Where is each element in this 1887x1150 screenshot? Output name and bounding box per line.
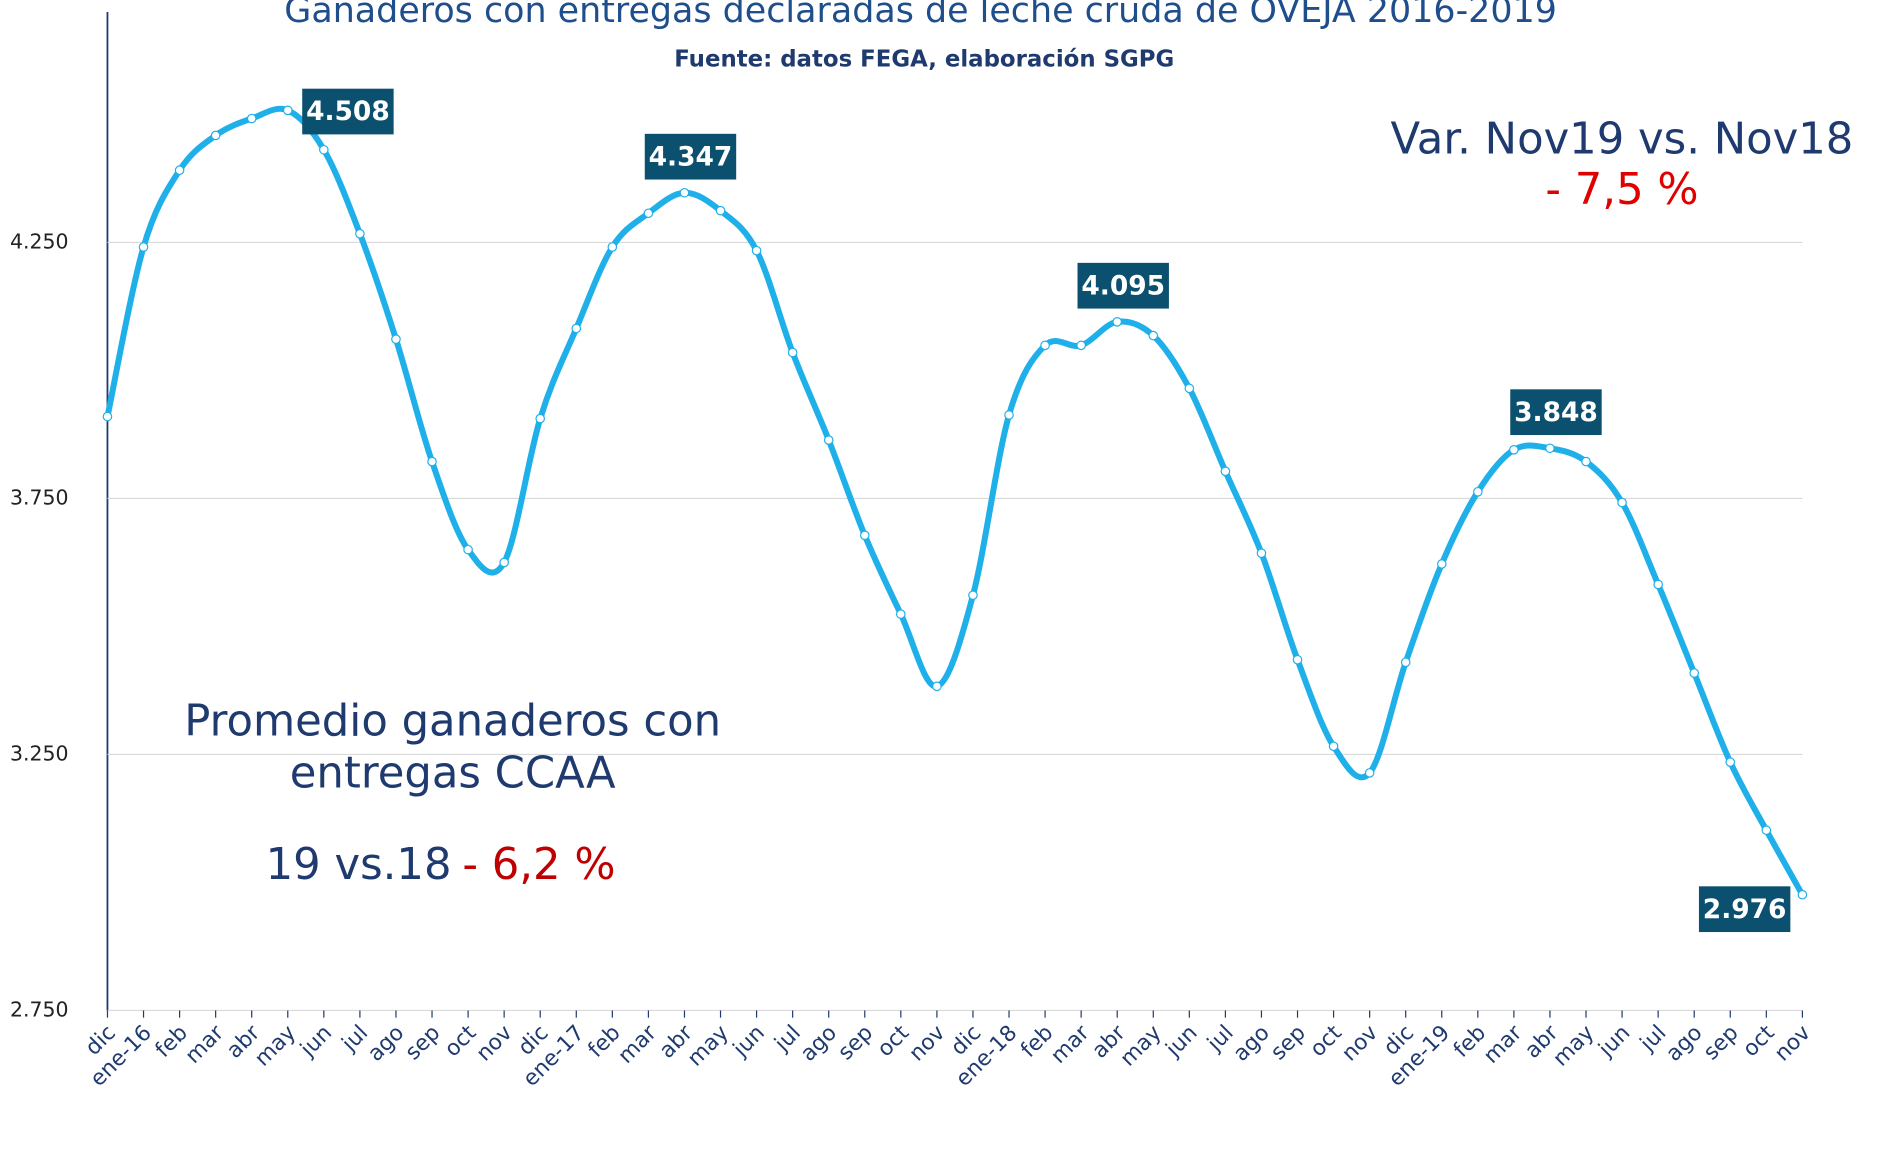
annotation: entregas CCAA xyxy=(290,748,616,798)
data-point xyxy=(1256,548,1267,559)
value-label-box xyxy=(1510,389,1602,436)
data-point xyxy=(1004,410,1014,420)
data-point xyxy=(932,681,942,692)
data-point xyxy=(463,544,473,555)
x-tick-label: nov xyxy=(904,1020,950,1066)
data-point xyxy=(535,413,546,424)
data-point xyxy=(968,590,978,601)
data-point xyxy=(282,105,293,116)
x-tick-label: jun xyxy=(1593,1021,1635,1063)
data-point xyxy=(1797,889,1808,900)
x-tick-label: oct xyxy=(1305,1021,1346,1062)
data-point xyxy=(499,557,509,568)
data-point xyxy=(1400,657,1411,668)
data-point xyxy=(571,323,582,334)
data-line xyxy=(104,105,1806,897)
chart-subtitle: Fuente: datos FEGA, elaboración SGPG xyxy=(674,47,1174,73)
chart-title: Ganaderos con entregas declaradas de lec… xyxy=(284,0,1557,31)
data-point xyxy=(1292,654,1303,665)
annotation: Promedio ganaderos con xyxy=(184,697,721,747)
data-point xyxy=(174,165,185,176)
data-point xyxy=(319,144,329,155)
value-label: 4.347 xyxy=(649,141,733,172)
x-tick-label: may xyxy=(1548,1020,1599,1071)
x-tick-label: jun xyxy=(295,1021,337,1063)
data-point xyxy=(427,456,437,467)
data-point xyxy=(391,334,401,345)
x-tick-label: may xyxy=(683,1020,734,1071)
data-point xyxy=(1112,316,1123,327)
y-tick-label: 4.250 xyxy=(10,229,69,253)
x-tick-label: oct xyxy=(873,1021,914,1062)
data-point xyxy=(823,435,834,445)
x-tick-label: ago xyxy=(796,1021,842,1067)
data-point xyxy=(859,530,870,541)
x-tick-label: nov xyxy=(1770,1020,1816,1066)
data-point xyxy=(607,242,618,252)
data-point xyxy=(1509,444,1519,455)
x-tick-label: sep xyxy=(1266,1021,1311,1066)
data-point xyxy=(102,411,113,422)
annotation: Var. Nov19 vs. Nov18 xyxy=(1391,114,1854,164)
value-label: 4.095 xyxy=(1081,270,1165,301)
data-point xyxy=(751,245,762,256)
x-tick-label: sep xyxy=(401,1021,446,1066)
data-point xyxy=(1617,497,1627,508)
value-label: 2.976 xyxy=(1703,894,1787,925)
data-point xyxy=(246,113,257,124)
data-point xyxy=(715,205,726,216)
data-point xyxy=(1076,340,1086,351)
data-point xyxy=(1328,741,1339,752)
data-point xyxy=(1725,757,1736,767)
value-label-box xyxy=(1698,886,1791,933)
value-label-box xyxy=(1077,262,1169,309)
data-point xyxy=(787,347,798,358)
data-point xyxy=(896,609,906,619)
x-tick-label: may xyxy=(1116,1020,1167,1071)
data-point xyxy=(1689,668,1700,678)
x-tick-label: ago xyxy=(1229,1021,1275,1067)
y-tick-label: 3.750 xyxy=(10,485,69,509)
data-point xyxy=(643,208,654,219)
data-point xyxy=(1040,340,1050,351)
data-point xyxy=(1148,330,1159,341)
value-label-box xyxy=(302,88,394,135)
y-tick-label: 2.750 xyxy=(10,997,69,1021)
data-point xyxy=(1436,559,1447,569)
data-point xyxy=(210,130,221,141)
data-point xyxy=(138,242,149,252)
x-tick-label: sep xyxy=(1699,1021,1744,1066)
data-point xyxy=(1581,456,1591,467)
x-tick-label: sep xyxy=(833,1021,878,1066)
annotation: 19 vs.18 xyxy=(266,840,452,890)
annotation: - 7,5 % xyxy=(1545,165,1698,215)
value-label: 3.848 xyxy=(1514,397,1598,428)
x-tick-label: jun xyxy=(1161,1021,1203,1063)
y-tick-label: 3.250 xyxy=(10,741,69,765)
x-tick-label: ago xyxy=(1661,1021,1707,1067)
x-tick-label: nov xyxy=(472,1020,518,1066)
data-point xyxy=(1653,579,1663,590)
data-point xyxy=(1220,466,1231,477)
x-tick-label: nov xyxy=(1337,1020,1383,1066)
data-point xyxy=(1761,825,1772,836)
annotation: - 6,2 % xyxy=(462,840,615,890)
data-point xyxy=(1184,383,1195,394)
data-point xyxy=(1364,768,1375,778)
data-point xyxy=(679,187,690,198)
data-point xyxy=(1473,486,1483,497)
value-label-box xyxy=(644,133,737,180)
x-tick-label: ago xyxy=(363,1021,409,1067)
value-label: 4.508 xyxy=(306,96,390,127)
x-tick-label: oct xyxy=(440,1021,481,1062)
x-tick-label: oct xyxy=(1738,1021,1779,1062)
x-tick-label: jun xyxy=(728,1021,770,1063)
data-point xyxy=(355,228,365,239)
x-tick-label: may xyxy=(250,1020,301,1071)
data-point xyxy=(1545,443,1555,454)
